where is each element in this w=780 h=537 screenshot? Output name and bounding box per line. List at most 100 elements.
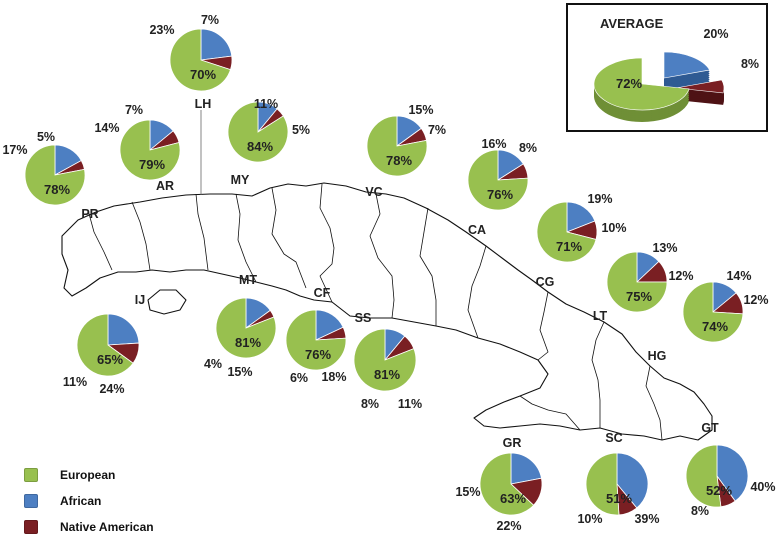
average-pct-african: 20% <box>703 27 728 41</box>
pct-african-ca: 16% <box>481 137 506 151</box>
pie-ss: 81% 11% 8% SS <box>353 311 422 411</box>
pie-slice-ij-african <box>107 313 140 346</box>
province-code-ij: IJ <box>135 293 145 307</box>
pie-my: 84% 11% 5% MY <box>227 97 310 187</box>
legend-label-native-american: Native American <box>60 520 154 534</box>
legend-item-native-american: Native American <box>24 514 154 537</box>
pct-native-ca: 8% <box>519 141 537 155</box>
pct-european-lh: 70% <box>190 67 216 82</box>
pie-lh: 70% 23% 7% LH <box>149 13 233 111</box>
pct-african-hg: 14% <box>726 269 751 283</box>
pie-slice-ij-european <box>76 313 134 377</box>
pie-slice-lh-african <box>200 28 233 61</box>
pct-european-ca: 76% <box>487 187 513 202</box>
legend-label-african: African <box>60 494 102 508</box>
pie-gr: 63% 22% 15% GR <box>455 436 543 533</box>
pie-sc: 51%39% 10% SC <box>577 431 659 526</box>
pct-african-cg: 19% <box>587 192 612 206</box>
pie-slice-lh-european <box>169 28 231 92</box>
province-code-gr: GR <box>503 436 522 450</box>
pct-european-mt: 81% <box>235 335 261 350</box>
pct-native-vc: 7% <box>428 123 446 137</box>
pie-slice-pr-european <box>24 144 86 206</box>
pct-native-ar: 7% <box>125 103 143 117</box>
pie-pr: 78% 17% 5% PR <box>2 130 98 221</box>
average-slice-european <box>593 57 690 111</box>
pct-native-gr: 15% <box>455 485 480 499</box>
pct-european-gr: 63% <box>500 491 526 506</box>
pie-slice-ss-european <box>353 328 417 392</box>
pct-african-pr: 17% <box>2 143 27 157</box>
pct-native-lt: 12% <box>668 269 693 283</box>
average-title: AVERAGE <box>600 16 664 31</box>
pct-african-sc: 39% <box>634 512 659 526</box>
pct-native-ss: 8% <box>361 397 379 411</box>
legend-swatch-african <box>24 494 38 508</box>
province-code-hg: HG <box>648 349 667 363</box>
pie-slice-mt-european <box>215 297 277 359</box>
pct-african-gt: 40% <box>750 480 775 494</box>
legend-item-european: European <box>24 462 154 488</box>
pie-slice-gt-african <box>716 444 749 502</box>
pct-european-hg: 74% <box>702 319 728 334</box>
pie-cg: 71% 19% 10% CG <box>536 192 627 289</box>
pie-slice-sc-african <box>616 452 649 509</box>
pie-slice-lt-european <box>606 251 668 313</box>
province-code-pr: PR <box>81 207 98 221</box>
pct-native-gt: 8% <box>691 504 709 518</box>
pct-african-ss: 11% <box>398 397 422 411</box>
province-code-mt: MT <box>239 273 257 287</box>
legend-item-african: African <box>24 488 154 514</box>
province-code-ca: CA <box>468 223 486 237</box>
pct-african-lt: 13% <box>652 241 677 255</box>
pct-european-ar: 79% <box>139 157 165 172</box>
pie-slice-my-european <box>227 101 289 163</box>
pie-ar: 79% 14% 7% AR <box>94 103 181 193</box>
province-code-cf: CF <box>314 286 331 300</box>
pie-slice-cg-european <box>536 201 597 263</box>
province-code-gt: GT <box>701 421 719 435</box>
province-code-ss: SS <box>355 311 372 325</box>
province-code-lh: LH <box>195 97 212 111</box>
pct-native-lh: 7% <box>201 13 219 27</box>
pie-slice-ca-european <box>467 149 529 211</box>
legend: European African Native American <box>24 462 154 537</box>
pie-hg: 74% 14% 12% HG <box>648 269 769 363</box>
pie-slice-gr-african <box>510 452 542 485</box>
pct-european-lt: 75% <box>626 289 652 304</box>
pct-european-gt: 52% <box>706 483 732 498</box>
pct-european-ij: 65% <box>97 352 123 367</box>
pct-european-vc: 78% <box>386 153 412 168</box>
pie-slice-ar-european <box>119 119 181 181</box>
pct-native-pr: 5% <box>37 130 55 144</box>
pie-slice-cf-european <box>285 309 347 371</box>
pie-slice-vc-european <box>366 115 428 177</box>
pct-european-cg: 71% <box>556 239 582 254</box>
average-pct-european: 72% <box>616 76 642 91</box>
pie-cf: 76% 18% 6% CF <box>285 286 347 385</box>
pct-african-gr: 22% <box>496 519 521 533</box>
province-code-ar: AR <box>156 179 174 193</box>
province-pies: 78% 17% 5% PR 79% 14% 7% AR 70% 23% 7% LH 84% 11% 5% MY… <box>2 13 775 533</box>
pie-ij: 65% 24% 11% IJ <box>63 293 145 396</box>
pct-native-mt: 4% <box>204 357 222 371</box>
legend-swatch-native-american <box>24 520 38 534</box>
pct-european-pr: 78% <box>44 182 70 197</box>
province-borders <box>87 183 663 441</box>
pie-gt: 52% 40% 8% GT <box>685 421 776 518</box>
pie-mt: 81% 15% 4% MT <box>204 273 277 379</box>
cuba-outline <box>61 182 713 441</box>
province-code-sc: SC <box>605 431 622 445</box>
average-pie: 72% 20% 8% <box>593 27 759 122</box>
pct-african-cf: 18% <box>321 370 346 384</box>
legend-label-european: European <box>60 468 116 482</box>
pct-european-sc: 51% <box>606 491 632 506</box>
province-code-vc: VC <box>365 185 382 199</box>
pct-native-hg: 12% <box>743 293 768 307</box>
pct-european-my: 84% <box>247 139 273 154</box>
pct-african-ar: 14% <box>94 121 119 135</box>
pie-ca: 76% 16% 8% CA <box>467 137 537 237</box>
pie-lt: 75% 13% 12% LT <box>593 241 694 323</box>
province-code-lt: LT <box>593 309 608 323</box>
